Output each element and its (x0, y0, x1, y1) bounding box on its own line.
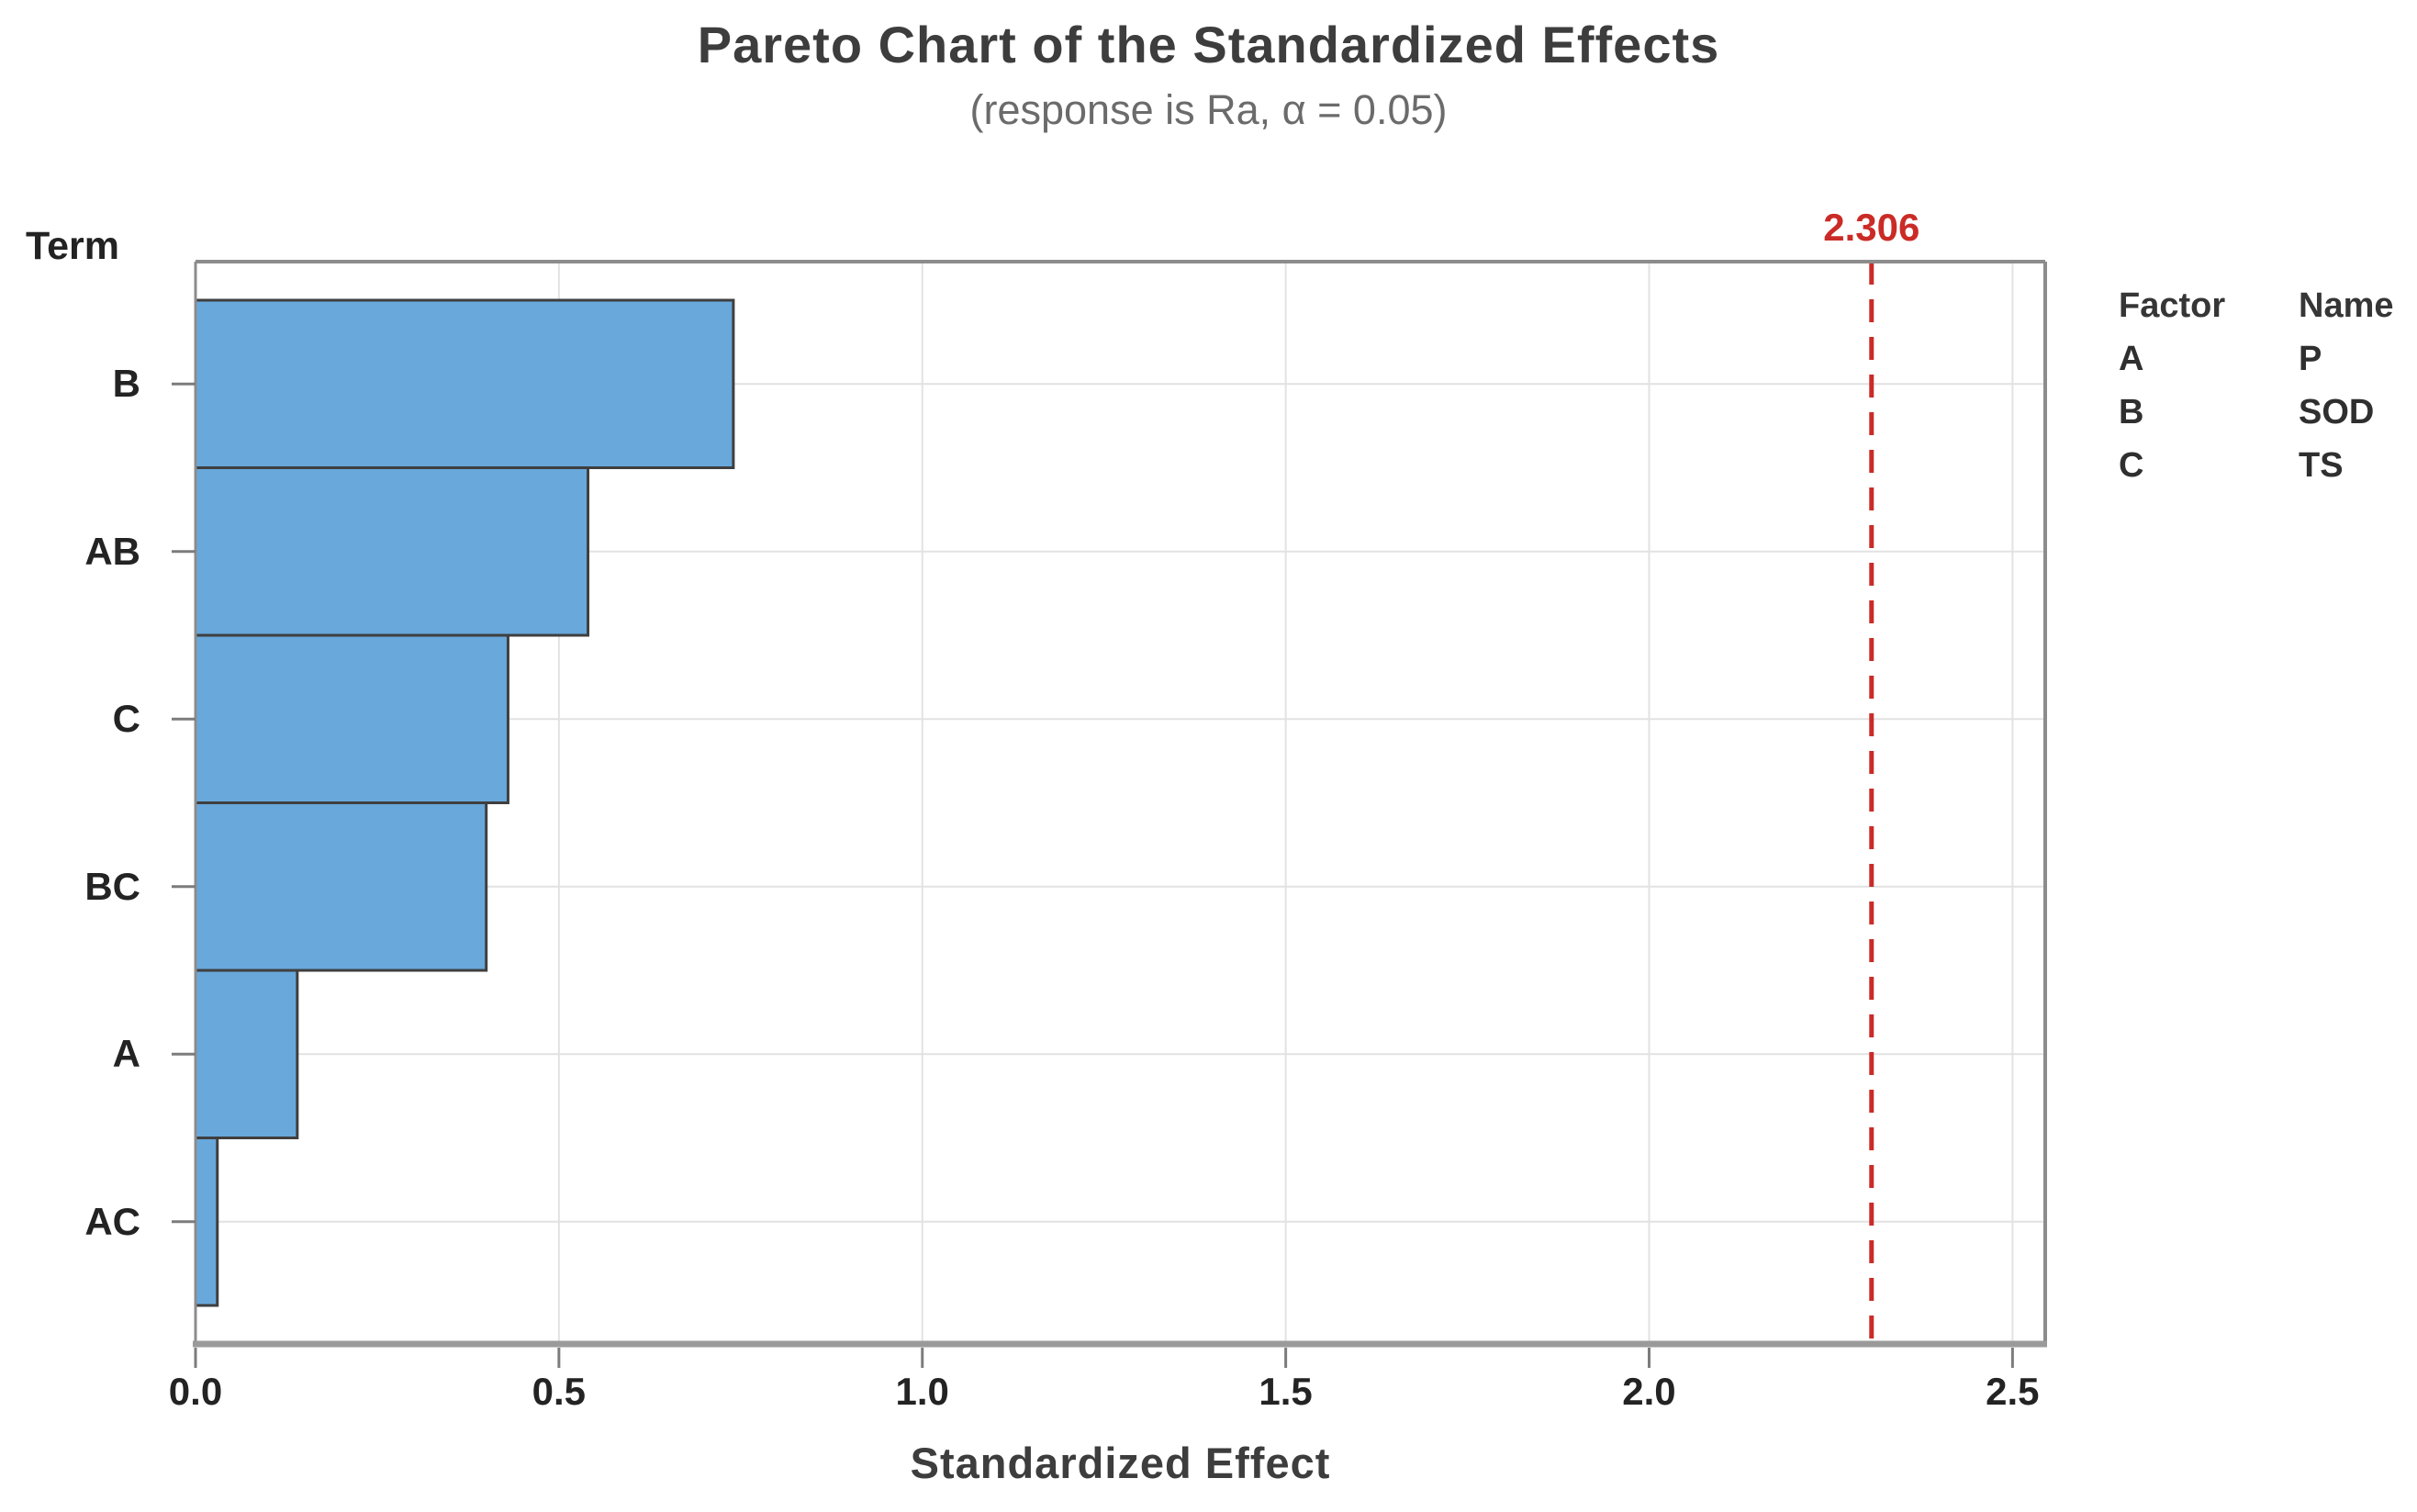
y-tick-label-ab: AB (84, 529, 140, 573)
legend-name-cell: TS (2299, 446, 2344, 485)
legend-header-name: Name (2299, 286, 2394, 325)
x-tick-label: 1.0 (895, 1370, 949, 1413)
bar-ac (194, 1137, 219, 1307)
x-tick-label: 2.0 (1622, 1370, 1676, 1413)
legend-name-cell: P (2299, 340, 2322, 378)
bar-ab (194, 466, 590, 637)
legend-factor-cell: C (2119, 446, 2144, 485)
legend-factor-cell: B (2119, 393, 2144, 431)
x-tick-label: 2.5 (1986, 1370, 2040, 1413)
legend-factor-cell: A (2119, 340, 2144, 378)
factor-name-legend: Factor Name A P B SOD C TS (2119, 279, 2394, 492)
y-tick-label-ac: AC (84, 1199, 140, 1243)
bar-bc (194, 801, 488, 972)
bar-c (194, 633, 509, 804)
y-tick-label-c: C (112, 697, 140, 741)
reference-line-label: 2.306 (1823, 206, 1920, 249)
chart-title: Pareto Chart of the Standardized Effects (697, 16, 1720, 73)
x-tick-label: 0.5 (532, 1370, 587, 1413)
legend-name-cell: SOD (2299, 393, 2375, 431)
bar-b (194, 298, 735, 469)
legend-header-factor: Factor (2119, 286, 2226, 325)
x-axis-title: Standardized Effect (910, 1439, 1331, 1487)
x-tick-label: 1.5 (1259, 1370, 1313, 1413)
y-tick-label-a: A (112, 1032, 140, 1076)
y-tick-label-bc: BC (84, 864, 140, 908)
y-axis-title: Term (26, 224, 119, 268)
bar-a (194, 969, 299, 1139)
x-tick-label: 0.0 (168, 1370, 223, 1413)
y-tick-label-b: B (112, 362, 140, 406)
chart-subtitle: (response is Ra, α = 0.05) (969, 86, 1448, 133)
